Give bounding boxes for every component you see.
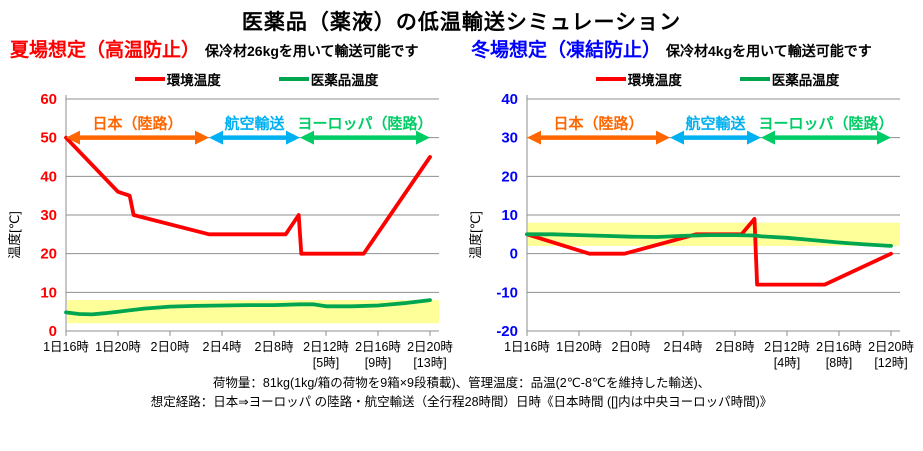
svg-text:10: 10 [40,284,57,301]
svg-text:2日8時: 2日8時 [255,340,294,354]
svg-text:30: 30 [40,207,57,224]
svg-text:0: 0 [49,323,57,340]
svg-text:日本（陸路）: 日本（陸路） [553,114,643,132]
svg-text:2日20時: 2日20時 [868,340,914,354]
legend-label-ambient: 環境温度 [166,72,221,88]
svg-text:2日16時: 2日16時 [816,340,862,354]
chart-canvas-summer: 0 10 20 30 40 50 60 1日16時 1日20時 2日0時 2日4時 2日8時 2日12時… [8,91,453,370]
svg-text:2日12時: 2日12時 [764,340,810,354]
page: 医薬品（薬液）の低温輸送シミュレーション 夏場想定（高温防止） 保冷材26kgを用… [0,6,923,413]
svg-text:10: 10 [501,207,518,224]
svg-text:[12時]: [12時] [874,356,907,370]
legend-item-ambient: 環境温度 [595,69,682,89]
svg-text:ヨーロッパ（陸路）: ヨーロッパ（陸路） [297,114,432,132]
footer-notes: 荷物量：81kg(1kg/箱の荷物を9箱×9段積載)、管理温度：品温(2℃-8℃… [0,374,923,413]
chart-panel-winter: 冬場想定（凍結防止） 保冷材4kgを用いて輸送可能です 環境温度 医薬品温度 -2… [461,38,922,373]
legend-label-ambient: 環境温度 [627,72,682,88]
svg-text:1日20時: 1日20時 [95,340,141,354]
legend: 環境温度 医薬品温度 [469,70,920,88]
svg-text:2日8時: 2日8時 [716,340,755,354]
svg-text:日本（陸路）: 日本（陸路） [92,114,182,132]
svg-text:2日4時: 2日4時 [203,340,242,354]
chart-heading: 夏場想定（高温防止） [10,40,201,61]
svg-text:温度[℃]: 温度[℃] [469,211,483,259]
svg-text:2日4時: 2日4時 [664,340,703,354]
chart-heading-row: 冬場想定（凍結防止） 保冷材4kgを用いて輸送可能です [469,40,920,63]
svg-text:[8時]: [8時] [826,356,852,370]
chart-canvas-winter: -20 -10 0 10 20 30 40 1日16時 1日20時 2日0時 2日4時 2日8時 2日1… [469,91,914,370]
page-title: 医薬品（薬液）の低温輸送シミュレーション [241,11,682,34]
svg-text:[13時]: [13時] [413,356,446,370]
svg-text:2日0時: 2日0時 [612,340,651,354]
svg-text:1日16時: 1日16時 [504,340,550,354]
chart-heading: 冬場想定（凍結防止） [471,40,662,61]
legend-swatch-product-line [278,76,309,81]
svg-text:1日16時: 1日16時 [43,340,89,354]
svg-text:2日16時: 2日16時 [355,340,401,354]
svg-text:-20: -20 [496,323,518,340]
footer-line-1: 荷物量：81kg(1kg/箱の荷物を9箱×9段積載)、管理温度：品温(2℃-8℃… [212,375,711,390]
svg-text:20: 20 [501,168,518,185]
legend-item-ambient: 環境温度 [134,69,221,89]
legend-item-product: 医薬品温度 [739,69,840,89]
svg-text:20: 20 [40,245,57,262]
svg-text:30: 30 [501,129,518,146]
svg-text:[9時]: [9時] [365,356,391,370]
svg-text:2日20時: 2日20時 [407,340,453,354]
legend-swatch-product-line [739,76,770,81]
chart-panel-summer: 夏場想定（高温防止） 保冷材26kgを用いて輸送可能です 環境温度 医薬品温度 0… [0,38,461,373]
svg-text:2日12時: 2日12時 [303,340,349,354]
svg-text:60: 60 [40,91,57,108]
legend: 環境温度 医薬品温度 [8,70,459,88]
legend-item-product: 医薬品温度 [278,69,379,89]
legend-label-product: 医薬品温度 [310,72,379,88]
legend-swatch-ambient-line [595,76,626,81]
svg-text:温度[℃]: 温度[℃] [8,211,22,259]
svg-text:40: 40 [501,91,518,108]
footer-line-2: 想定経路：日本⇒ヨーロッパ の陸路・航空輸送（全行程28時間）日時《日本時間 (… [150,395,773,410]
svg-text:[4時]: [4時] [774,356,800,370]
chart-subheading: 保冷材26kgを用いて輸送可能です [205,43,419,59]
svg-text:0: 0 [510,245,518,262]
svg-text:50: 50 [40,129,57,146]
svg-text:1日20時: 1日20時 [556,340,602,354]
svg-text:ヨーロッパ（陸路）: ヨーロッパ（陸路） [758,114,893,132]
svg-text:2日0時: 2日0時 [151,340,190,354]
svg-text:-10: -10 [496,284,518,301]
svg-text:航空輸送: 航空輸送 [685,114,746,132]
legend-label-product: 医薬品温度 [771,72,840,88]
chart-subheading: 保冷材4kgを用いて輸送可能です [666,43,872,59]
legend-swatch-ambient-line [134,76,165,81]
chart-panels-row: 夏場想定（高温防止） 保冷材26kgを用いて輸送可能です 環境温度 医薬品温度 0… [0,38,923,373]
svg-text:40: 40 [40,168,57,185]
chart-heading-row: 夏場想定（高温防止） 保冷材26kgを用いて輸送可能です [8,40,459,63]
svg-text:[5時]: [5時] [313,356,339,370]
svg-text:航空輸送: 航空輸送 [224,114,285,132]
